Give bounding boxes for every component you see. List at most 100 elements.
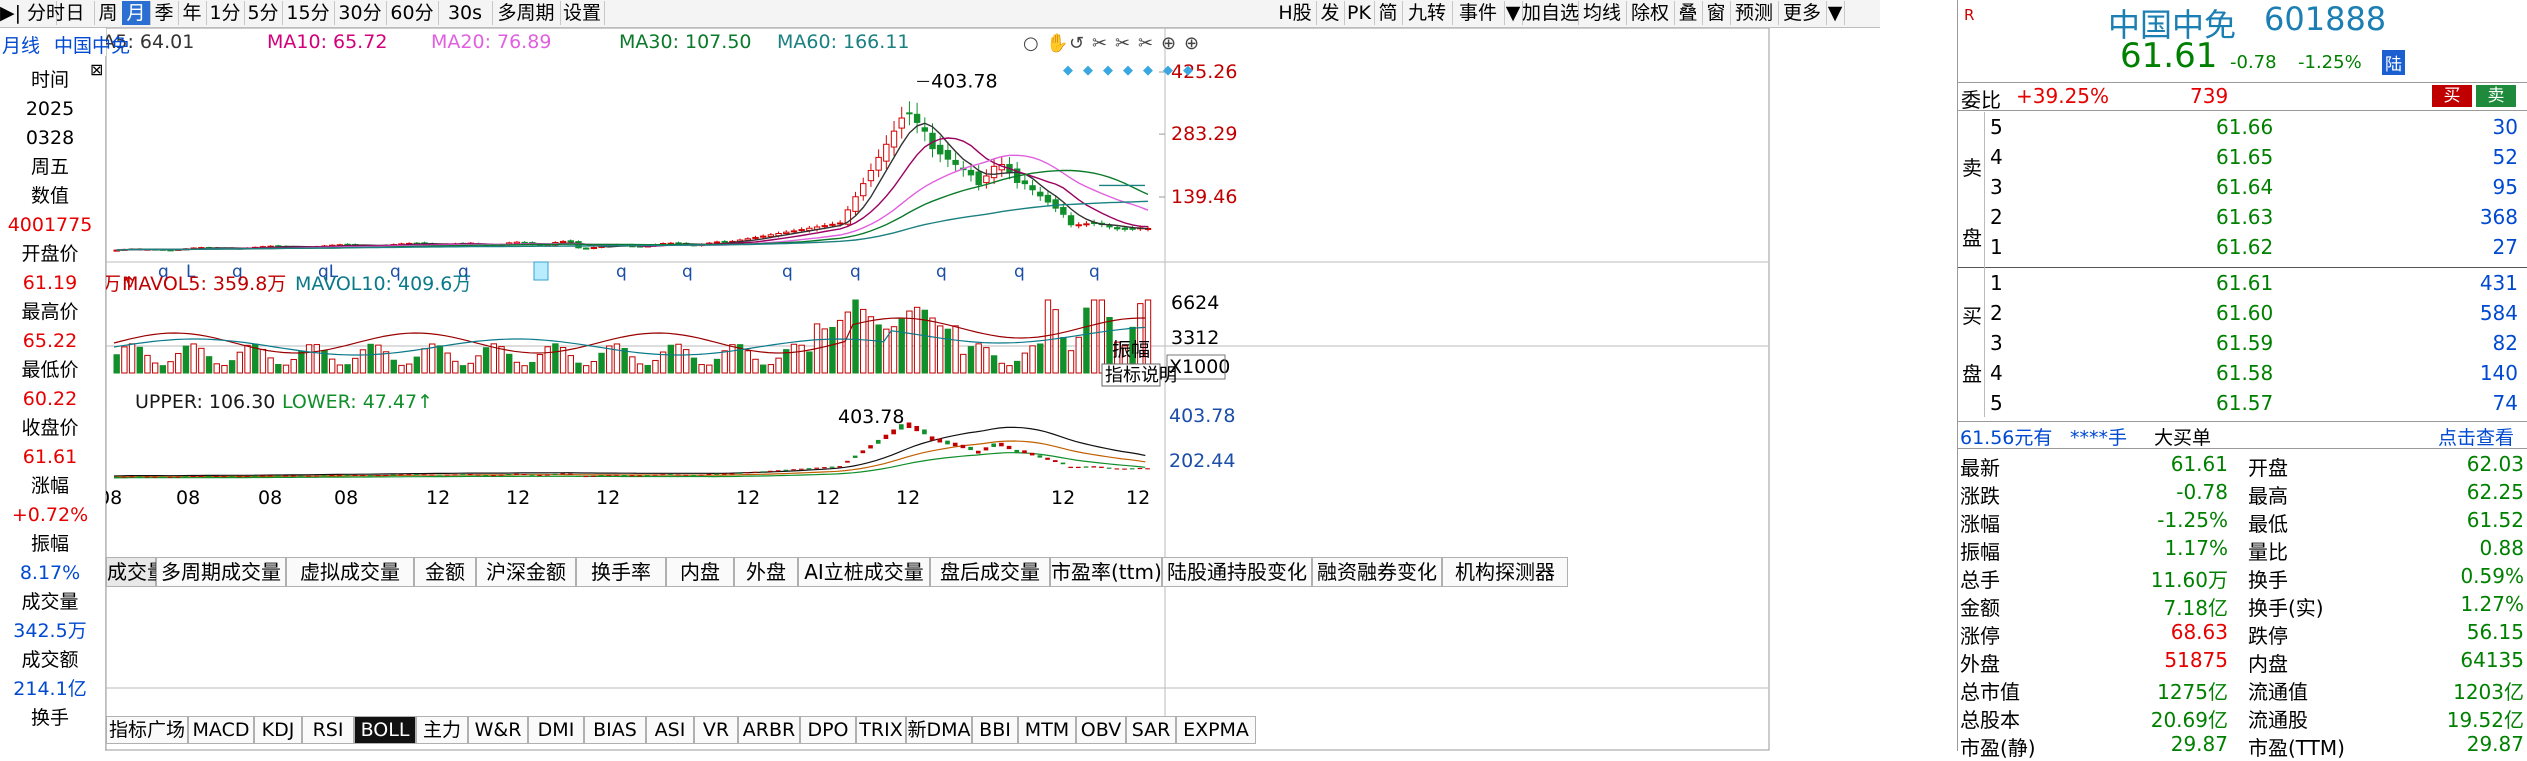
hk-connect-badge: 陆: [2382, 50, 2405, 75]
boll-bar: [498, 474, 504, 476]
indicator-tab-1[interactable]: MACD: [188, 716, 254, 744]
indicator-tab-3[interactable]: RSI: [302, 716, 354, 744]
indicator-tab-12[interactable]: DPO: [800, 716, 856, 744]
indicator-tab-2[interactable]: KDJ: [254, 716, 302, 744]
period-tab-8[interactable]: 15分: [282, 1, 335, 25]
indicator-tab-18[interactable]: SAR: [1126, 716, 1176, 744]
sub-tab-8[interactable]: AI立桩成交量: [798, 557, 930, 587]
tool-button-3[interactable]: 简: [1374, 1, 1403, 25]
sell-button[interactable]: 卖: [2476, 85, 2516, 107]
sub-tab-4[interactable]: 沪深金额: [476, 557, 576, 587]
kline-chart[interactable]: MA5: 64.01 MA10: 65.72 MA20: 76.89 MA30: 10…: [106, 28, 1876, 751]
boll-bar: [991, 443, 996, 447]
candle-body: [721, 240, 728, 243]
volume-bar: [413, 356, 421, 374]
buy-button[interactable]: 买: [2432, 85, 2472, 107]
period-tab-12[interactable]: 多周期: [492, 1, 561, 25]
period-tab-13[interactable]: 设置: [560, 1, 605, 25]
sub-tab-6[interactable]: 内盘: [666, 557, 734, 587]
boll-bar: [198, 475, 204, 477]
volume-bar: [744, 350, 751, 374]
tool-button-8[interactable]: 除权: [1626, 1, 1675, 25]
tool-button-9[interactable]: 叠: [1674, 1, 1703, 25]
stat-label-l-6: 涨停: [1960, 624, 2000, 648]
candle-body: [883, 143, 890, 162]
boll-bar: [1022, 450, 1027, 454]
indicator-tab-4[interactable]: BOLL: [354, 716, 416, 744]
boll-bar: [237, 476, 242, 478]
indicator-tab-11[interactable]: ARBR: [738, 716, 800, 744]
sub-tab-13[interactable]: 机构探测器: [1442, 557, 1568, 587]
indicator-tab-19[interactable]: EXPMA: [1176, 716, 1256, 744]
candle-body: [1052, 199, 1059, 209]
indicator-help-button-box[interactable]: [1101, 363, 1161, 387]
volume-bar: [736, 344, 744, 374]
stat-label-l-2: 涨幅: [1960, 512, 2000, 536]
candle-body: [975, 171, 982, 186]
indicator-tab-8[interactable]: BIAS: [584, 716, 646, 744]
candle-body: [1060, 207, 1067, 215]
boll-bar: [429, 474, 435, 476]
period-tab-7[interactable]: 5分: [244, 1, 283, 25]
sub-tab-11[interactable]: 陆股通持股变化: [1162, 557, 1312, 587]
indicator-tab-17[interactable]: OBV: [1076, 716, 1126, 744]
volume-bar: [182, 345, 190, 374]
volume-bar: [421, 348, 428, 374]
volume-bar: [205, 356, 213, 374]
period-tab-4[interactable]: 季: [150, 1, 179, 25]
indicator-tab-7[interactable]: DMI: [528, 716, 584, 744]
indicator-tab-10[interactable]: VR: [694, 716, 738, 744]
indicator-tab-5[interactable]: 主力: [416, 716, 468, 744]
more-dropdown-icon[interactable]: ▼: [1826, 1, 1845, 25]
period-tab-10[interactable]: 60分: [386, 1, 439, 25]
tool-button-0[interactable]: H股: [1274, 1, 1317, 25]
corp-action-mark-1: q: [158, 262, 169, 282]
period-tab-2[interactable]: 周: [94, 1, 123, 25]
period-tab-1[interactable]: 日: [56, 1, 95, 25]
tool-button-11[interactable]: 预测: [1730, 1, 1779, 25]
indicator-tab-9[interactable]: ASI: [646, 716, 694, 744]
indicator-tab-14[interactable]: 新DMA: [906, 716, 972, 744]
volume-bar: [798, 344, 805, 374]
event-dropdown-icon[interactable]: ▼: [1504, 1, 1523, 25]
indicator-tab-16[interactable]: MTM: [1018, 716, 1076, 744]
big-order-view-link[interactable]: 点击查看: [2438, 427, 2515, 449]
sub-tab-10[interactable]: 市盈率(ttm): [1050, 557, 1162, 587]
volume-bar: [567, 355, 574, 374]
candle-body: [860, 183, 867, 197]
sub-tab-2[interactable]: 虚拟成交量: [286, 557, 414, 587]
sub-tab-3[interactable]: 金额: [414, 557, 476, 587]
period-tab-0[interactable]: ▶| 分时: [0, 1, 66, 25]
indicator-tab-6[interactable]: W&R: [468, 716, 528, 744]
tool-button-12[interactable]: 更多: [1778, 1, 1827, 25]
sub-tab-7[interactable]: 外盘: [734, 557, 798, 587]
tool-button-1[interactable]: 发: [1316, 1, 1345, 25]
indicator-tab-0[interactable]: 指标广场: [106, 716, 188, 744]
period-tab-9[interactable]: 30分: [334, 1, 387, 25]
tool-button-4[interactable]: 九转: [1402, 1, 1453, 25]
sub-tab-5[interactable]: 换手率: [576, 557, 666, 587]
tool-button-2[interactable]: PK: [1344, 1, 1375, 25]
indicator-tab-13[interactable]: TRIX: [856, 716, 906, 744]
tool-button-6[interactable]: 加自选: [1522, 1, 1580, 25]
volume-bar: [259, 348, 267, 374]
volume-bar: [444, 352, 451, 374]
period-tab-5[interactable]: 年: [178, 1, 207, 25]
sub-tab-1[interactable]: 多周期成交量: [156, 557, 286, 587]
indicator-tab-15[interactable]: BBI: [972, 716, 1018, 744]
period-tab-6[interactable]: 1分: [206, 1, 245, 25]
period-tab-3[interactable]: 月: [122, 1, 151, 25]
sub-tab-12[interactable]: 融资融券变化: [1312, 557, 1442, 587]
tool-button-10[interactable]: 窗: [1702, 1, 1731, 25]
panel-close-icon[interactable]: ⊠: [90, 60, 104, 79]
tool-button-7[interactable]: 均线: [1578, 1, 1627, 25]
sub-tab-0[interactable]: 成交量: [106, 557, 167, 587]
tool-button-5[interactable]: 事件: [1452, 1, 1505, 25]
boll-bar: [521, 474, 527, 476]
volume-bar: [213, 363, 220, 374]
boll-bar: [691, 474, 696, 476]
boll-lower-line: [113, 452, 1146, 479]
sub-tab-9[interactable]: 盘后成交量: [930, 557, 1050, 587]
boll-bar: [591, 475, 596, 477]
period-tab-11[interactable]: 30s: [438, 1, 493, 25]
